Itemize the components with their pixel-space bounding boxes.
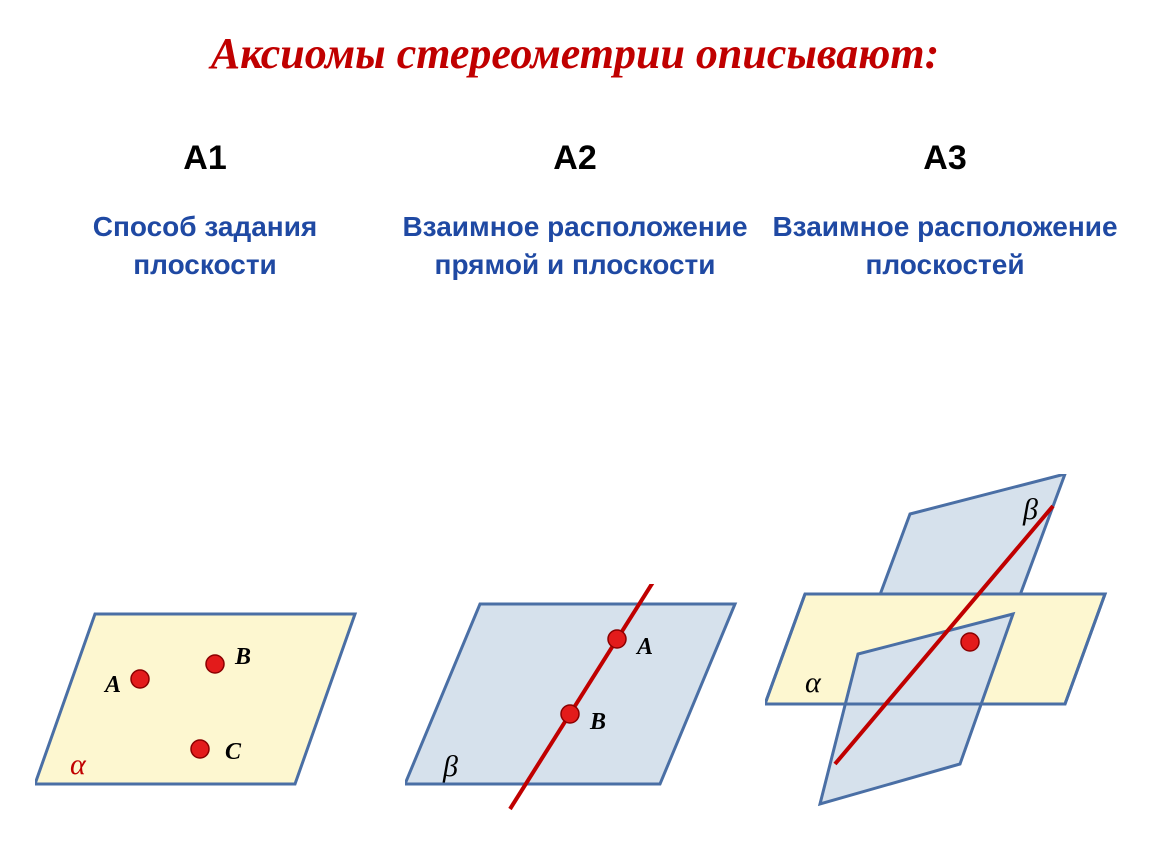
page-title: Аксиомы стереометрии описывают: xyxy=(0,0,1150,79)
axiom-desc-3: Взаимное расположение плоскостей xyxy=(770,208,1120,284)
svg-text:B: B xyxy=(234,644,251,670)
axiom-label-1: А1 xyxy=(30,139,380,178)
diagram-svg-1: α A B C xyxy=(35,584,375,814)
axiom-col-3: А3 Взаимное расположение плоскостей xyxy=(760,139,1130,284)
svg-text:α: α xyxy=(70,748,87,781)
axiom-columns: А1 Способ задания плоскости А2 Взаимное … xyxy=(0,139,1150,284)
diagram-svg-3: αβ xyxy=(765,474,1125,814)
diagram-svg-2: β A B xyxy=(405,584,745,814)
axiom-label-2: А2 xyxy=(400,139,750,178)
svg-text:A: A xyxy=(635,634,653,660)
axiom-label-3: А3 xyxy=(770,139,1120,178)
axiom-desc-1: Способ задания плоскости xyxy=(30,208,380,284)
axiom-desc-2: Взаимное расположение прямой и плоскости xyxy=(400,208,750,284)
diagram-3: αβ xyxy=(760,474,1130,814)
svg-text:α: α xyxy=(805,666,822,699)
svg-text:C: C xyxy=(225,739,242,765)
svg-text:A: A xyxy=(103,672,121,698)
axiom-col-2: А2 Взаимное расположение прямой и плоско… xyxy=(390,139,760,284)
diagram-row: αABC βAB αβ xyxy=(0,474,1150,814)
diagram-2: β A B xyxy=(390,474,760,814)
title-text: Аксиомы стереометрии описывают: xyxy=(211,29,940,78)
svg-text:β: β xyxy=(1022,493,1038,526)
svg-text:B: B xyxy=(589,709,606,735)
svg-text:β: β xyxy=(442,750,458,783)
axiom-col-1: А1 Способ задания плоскости xyxy=(20,139,390,284)
diagram-1: α A B C xyxy=(20,474,390,814)
